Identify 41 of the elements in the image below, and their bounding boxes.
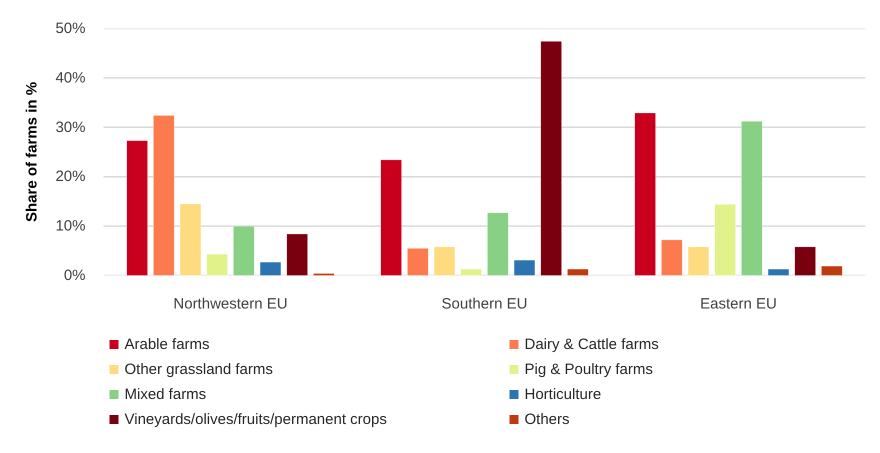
- x-tick-label: Northwestern EU: [173, 296, 288, 312]
- bar: [821, 266, 842, 276]
- legend-label: Others: [524, 411, 570, 428]
- bar: [380, 160, 402, 276]
- y-axis-title: Share of farms in %: [23, 82, 40, 222]
- bar: [126, 140, 148, 276]
- bar: [741, 121, 762, 276]
- bar: [688, 246, 710, 276]
- y-tick-label: 40%: [55, 69, 86, 86]
- bar: [794, 246, 816, 276]
- bar: [286, 234, 308, 276]
- legend-label: Pig & Poultry farms: [524, 361, 653, 378]
- legend-label: Other grassland farms: [124, 361, 273, 378]
- bar: [634, 112, 656, 276]
- y-tick-label: 0%: [64, 267, 86, 284]
- bar: [540, 41, 562, 276]
- bar: [487, 212, 508, 276]
- bar: [407, 248, 428, 276]
- bar: [206, 254, 228, 276]
- bar: [180, 204, 202, 276]
- legend-label: Arable farms: [124, 336, 210, 353]
- x-tick-label: Southern EU: [442, 296, 528, 312]
- legend-label: Horticulture: [524, 386, 602, 403]
- y-tick-label: 50%: [55, 20, 86, 37]
- bar: [434, 246, 456, 276]
- bar: [514, 260, 536, 276]
- bar: [153, 115, 174, 276]
- legend-label: Vineyards/olives/fruits/permanent crops: [124, 411, 387, 428]
- x-tick-label: Eastern EU: [700, 296, 777, 312]
- y-tick-label: 10%: [55, 218, 86, 235]
- legend-label: Dairy & Cattle farms: [524, 336, 659, 353]
- y-tick-label: 30%: [55, 118, 86, 136]
- bar: [233, 226, 254, 276]
- bar: [567, 268, 588, 276]
- legend-label: Mixed farms: [124, 386, 206, 403]
- bar: [260, 262, 282, 276]
- y-tick-label: 20%: [55, 168, 86, 186]
- bar: [768, 268, 790, 276]
- bar: [714, 204, 736, 276]
- bar: [460, 268, 482, 276]
- bar: [661, 240, 682, 276]
